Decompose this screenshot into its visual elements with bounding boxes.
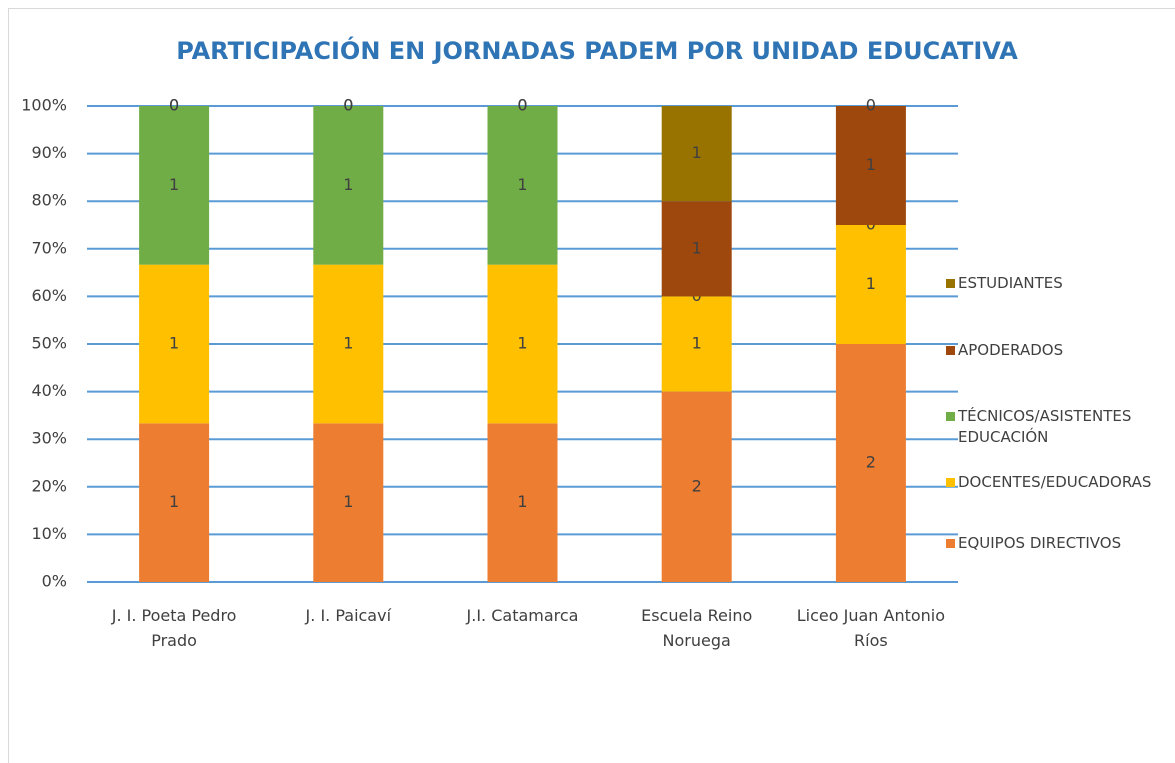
x-tick-label: J. I. Paicaví [305, 606, 392, 625]
legend-swatch [946, 346, 955, 355]
data-label: 0 [866, 96, 876, 115]
bar-segment [313, 264, 384, 424]
bar-segment [139, 423, 210, 582]
chart-border [8, 8, 1175, 763]
data-label: 1 [169, 334, 179, 353]
bar-segment [835, 344, 906, 582]
bar-segment [487, 106, 558, 265]
data-label: 1 [866, 274, 876, 293]
data-label: 1 [692, 143, 702, 162]
bar-segment [139, 106, 210, 265]
x-tick-label: J. I. Poeta Pedro Prado [111, 606, 237, 650]
y-tick-label: 0% [42, 572, 67, 591]
bar-segment [487, 264, 558, 424]
y-tick-label: 30% [31, 429, 67, 448]
bar-segment [835, 106, 906, 225]
y-tick-label: 10% [31, 524, 67, 543]
y-tick-label: 20% [31, 476, 67, 495]
x-tick-label: Liceo Juan Antonio Ríos [796, 606, 946, 650]
data-label: 1 [866, 155, 876, 174]
data-label: 0 [517, 96, 527, 115]
bar-segment [139, 264, 210, 424]
data-label: 1 [343, 492, 353, 511]
y-tick-label: 90% [31, 143, 67, 162]
data-label: 0 [343, 96, 353, 115]
bar-segment [661, 296, 732, 392]
data-label: 0 [343, 96, 353, 115]
y-tick-label: 40% [31, 381, 67, 400]
y-tick-label: 50% [31, 334, 67, 353]
x-tick-label: Escuela Reino Noruega [641, 606, 753, 650]
x-tick-label: J.I. Catamarca [466, 606, 579, 625]
legend-swatch [946, 539, 955, 548]
legend-swatch [946, 279, 955, 288]
bar-segment [661, 201, 732, 297]
y-tick-label: 80% [31, 191, 67, 210]
data-label: 1 [343, 334, 353, 353]
y-tick-label: 70% [31, 238, 67, 257]
data-label: 0 [169, 96, 179, 115]
legend-swatch [946, 412, 955, 421]
data-label: 1 [517, 175, 527, 194]
legend-label: ESTUDIANTES [958, 274, 1063, 292]
legend-label: DOCENTES/EDUCADORAS [958, 473, 1152, 491]
data-label: 0 [169, 96, 179, 115]
data-label: 1 [692, 238, 702, 257]
data-label: 1 [169, 492, 179, 511]
bar-segment [487, 423, 558, 582]
legend-item: EQUIPOS DIRECTIVOS [946, 533, 1175, 554]
data-label: 1 [517, 334, 527, 353]
data-label: 1 [169, 175, 179, 194]
legend-item: DOCENTES/EDUCADORAS [946, 472, 1175, 493]
legend-label: TÉCNICOS/ASISTENTES EDUCACIÓN [958, 407, 1132, 446]
bar-segment [661, 106, 732, 202]
data-label: 1 [692, 334, 702, 353]
legend-swatch [946, 478, 955, 487]
legend-item: ESTUDIANTES [946, 273, 1175, 294]
chart-title: PARTICIPACIÓN EN JORNADAS PADEM POR UNID… [176, 35, 1018, 65]
legend-label: EQUIPOS DIRECTIVOS [958, 534, 1122, 552]
bar-segment [661, 391, 732, 582]
legend-item: TÉCNICOS/ASISTENTES EDUCACIÓN [946, 406, 1175, 448]
y-tick-label: 100% [21, 96, 67, 115]
legend-item: APODERADOS [946, 340, 1175, 361]
legend-label: APODERADOS [958, 341, 1064, 359]
data-label: 1 [517, 492, 527, 511]
data-label: 2 [866, 453, 876, 472]
data-label: 1 [343, 175, 353, 194]
data-label: 2 [692, 476, 702, 495]
bar-segment [835, 225, 906, 344]
data-label: 0 [517, 96, 527, 115]
bar-segment [313, 106, 384, 265]
y-tick-label: 60% [31, 286, 67, 305]
bar-segment [313, 423, 384, 582]
